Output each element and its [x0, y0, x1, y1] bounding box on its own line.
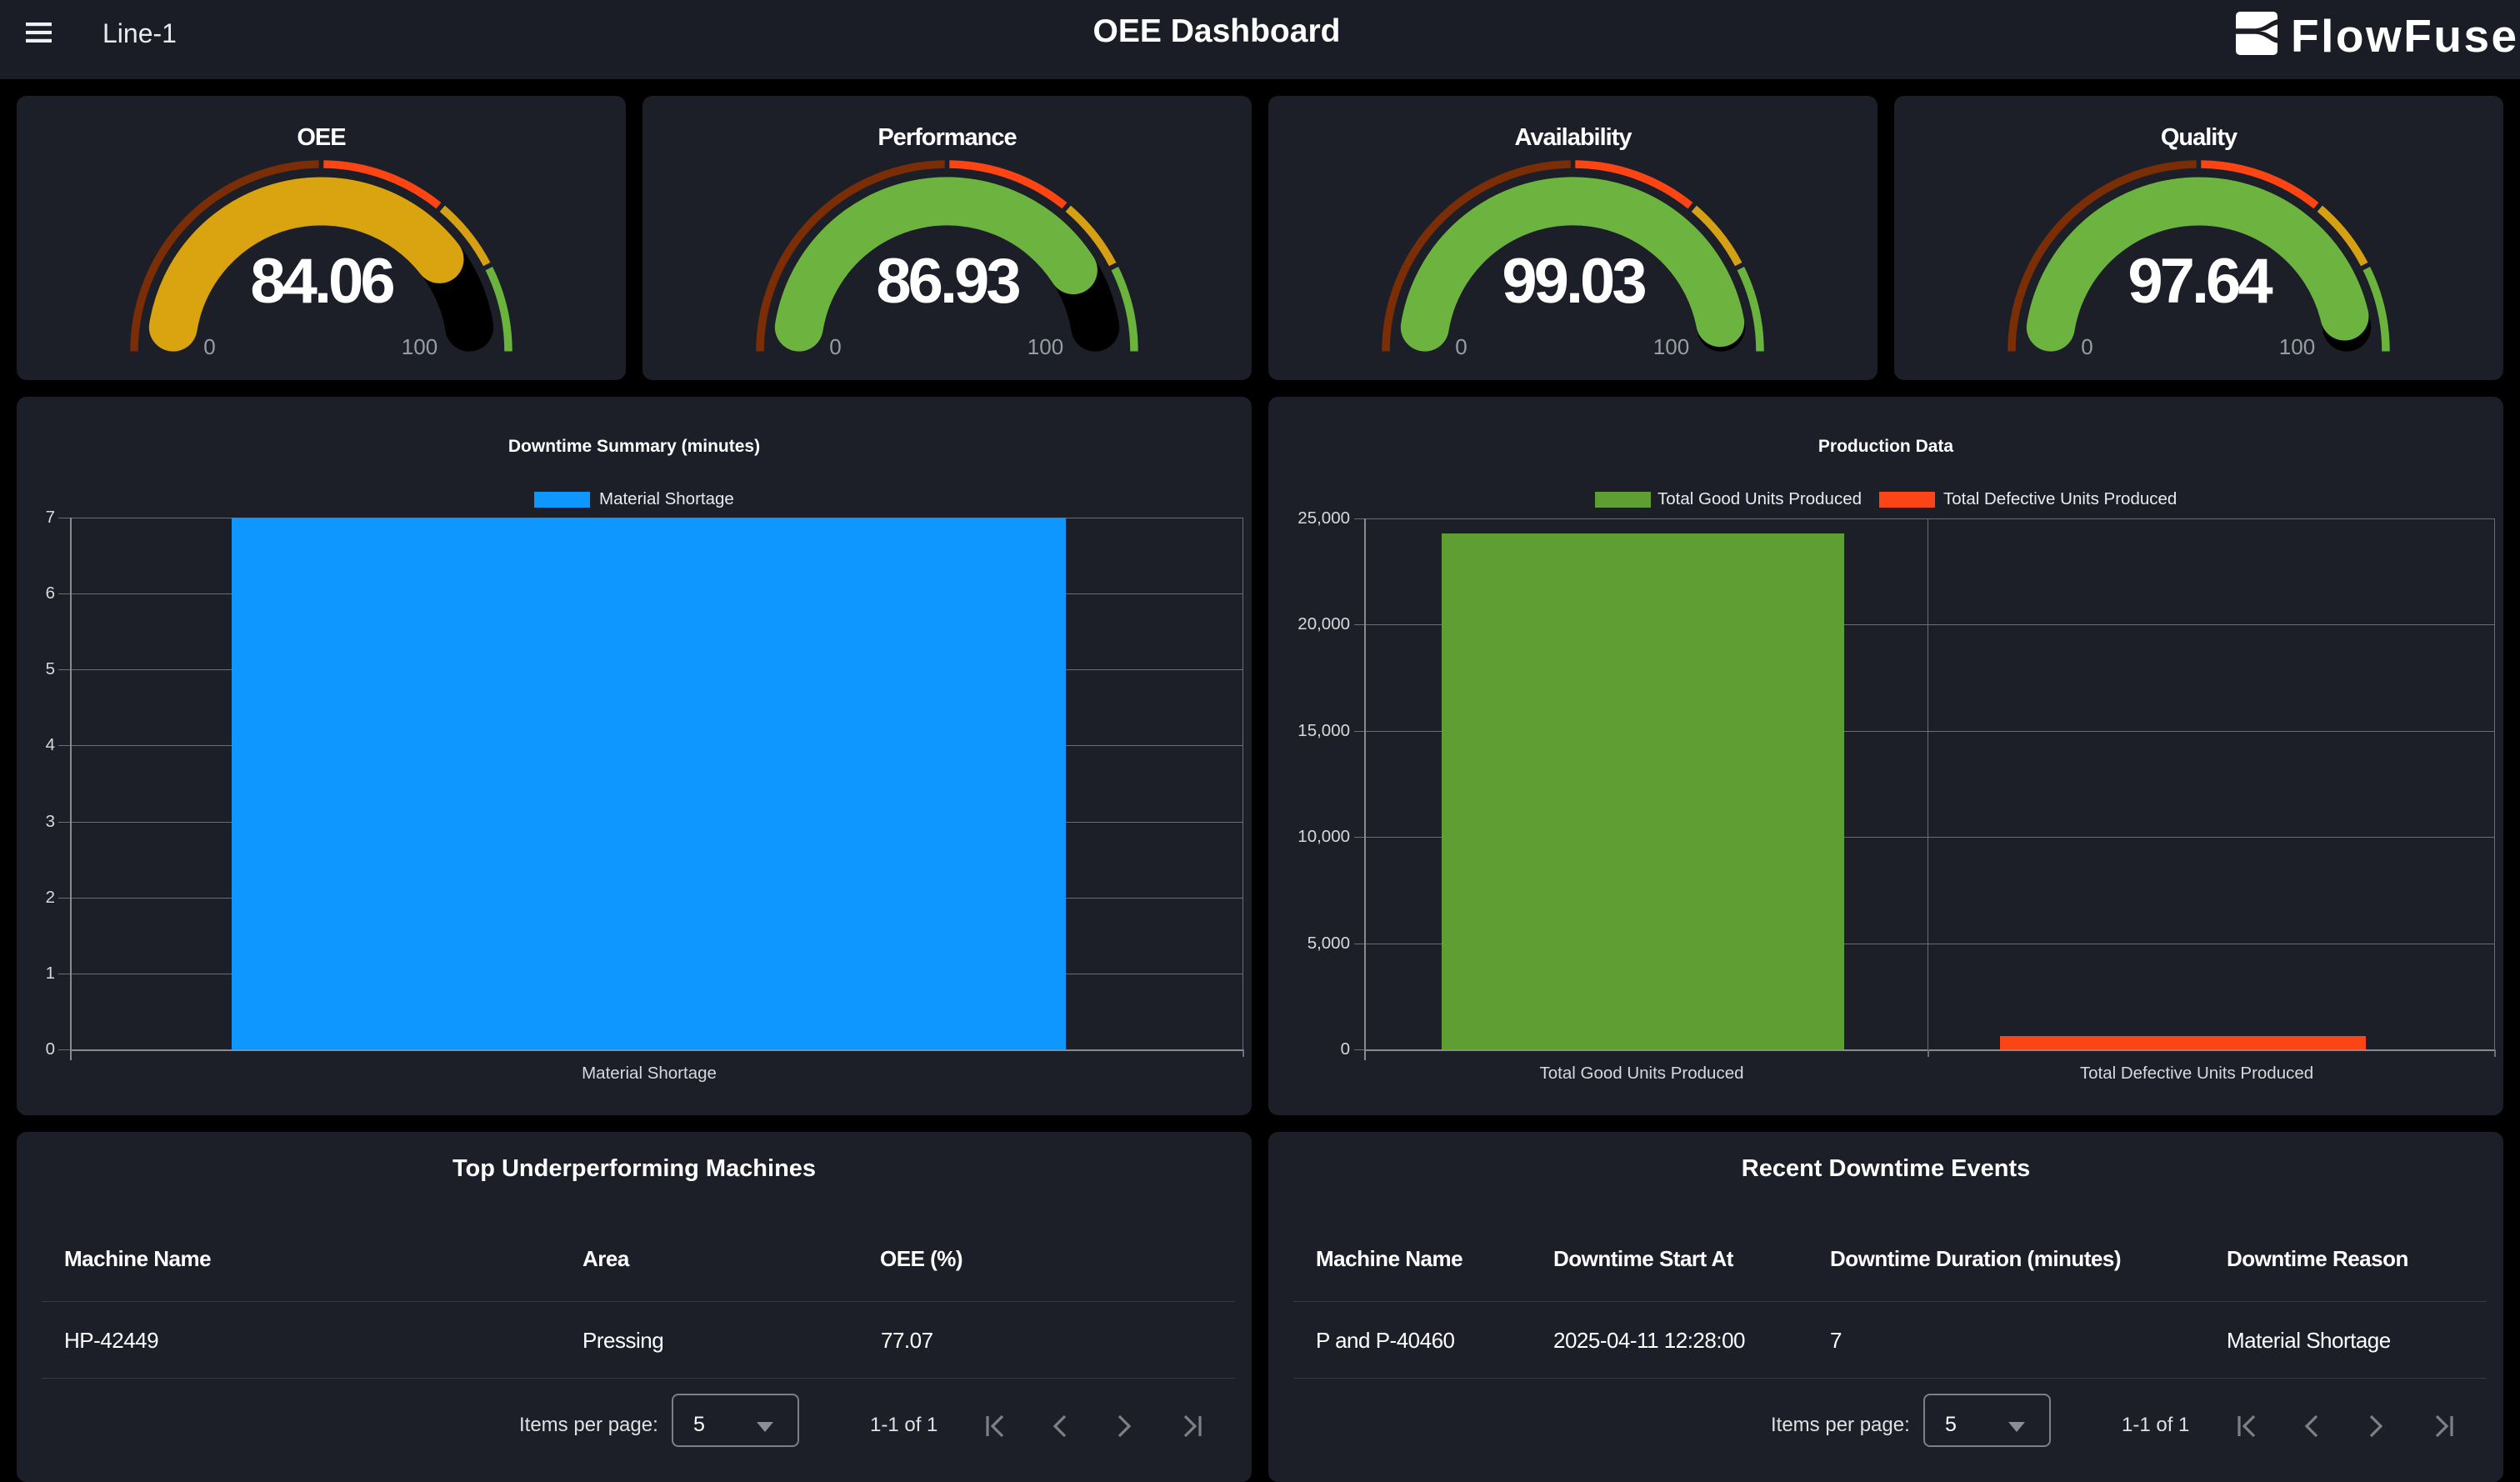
svg-text:Performance: Performance [878, 124, 1017, 151]
svg-text:0: 0 [829, 334, 841, 359]
svg-text:OEE: OEE [297, 124, 346, 151]
svg-text:100: 100 [402, 334, 438, 359]
svg-text:97.64: 97.64 [2128, 246, 2272, 317]
svg-text:86.93: 86.93 [876, 246, 1019, 317]
svg-text:84.06: 84.06 [250, 246, 393, 317]
svg-text:0: 0 [1455, 334, 1467, 359]
svg-text:99.03: 99.03 [1502, 246, 1645, 317]
svg-text:Quality: Quality [2161, 124, 2238, 151]
svg-text:100: 100 [1653, 334, 1689, 359]
svg-text:0: 0 [2081, 334, 2092, 359]
svg-text:100: 100 [2279, 334, 2315, 359]
svg-text:100: 100 [1028, 334, 1063, 359]
svg-text:Availability: Availability [1514, 124, 1632, 151]
svg-text:0: 0 [203, 334, 215, 359]
